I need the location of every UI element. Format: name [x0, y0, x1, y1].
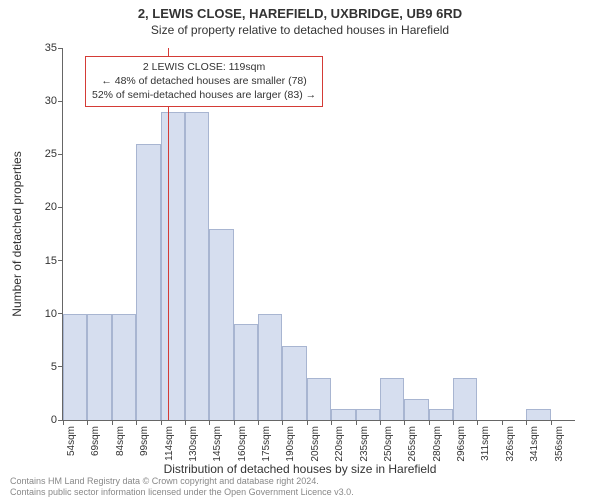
xtick-mark	[551, 420, 552, 425]
xtick-mark	[404, 420, 405, 425]
histogram-bar	[136, 144, 160, 420]
xtick-label: 190sqm	[285, 426, 296, 462]
xtick-label: 296sqm	[456, 426, 467, 462]
histogram-bar	[356, 409, 380, 420]
histogram-bar	[429, 409, 453, 420]
ytick-mark	[58, 260, 63, 261]
xtick-label: 205sqm	[310, 426, 321, 462]
annotation-line: ← 48% of detached houses are smaller (78…	[92, 74, 316, 88]
xtick-mark	[161, 420, 162, 425]
xtick-label: 175sqm	[261, 426, 272, 462]
xtick-mark	[429, 420, 430, 425]
xtick-label: 341sqm	[529, 426, 540, 462]
xtick-label: 69sqm	[90, 426, 101, 456]
histogram-bar	[404, 399, 428, 420]
xtick-mark	[63, 420, 64, 425]
xtick-mark	[282, 420, 283, 425]
y-axis-label: Number of detached properties	[10, 69, 24, 234]
xtick-mark	[526, 420, 527, 425]
chart-container: 2, LEWIS CLOSE, HAREFIELD, UXBRIDGE, UB9…	[0, 0, 600, 500]
xtick-label: 130sqm	[188, 426, 199, 462]
xtick-mark	[502, 420, 503, 425]
histogram-bar	[526, 409, 550, 420]
xtick-mark	[112, 420, 113, 425]
xtick-label: 235sqm	[359, 426, 370, 462]
histogram-bar	[63, 314, 87, 420]
xtick-mark	[209, 420, 210, 425]
xtick-label: 250sqm	[383, 426, 394, 462]
chart-subtitle: Size of property relative to detached ho…	[0, 23, 600, 39]
chart-title: 2, LEWIS CLOSE, HAREFIELD, UXBRIDGE, UB9…	[0, 0, 600, 23]
histogram-bar	[258, 314, 282, 420]
ytick-label: 15	[45, 255, 57, 267]
ytick-label: 35	[45, 42, 57, 54]
xtick-label: 265sqm	[407, 426, 418, 462]
footer-attribution: Contains HM Land Registry data © Crown c…	[10, 476, 354, 498]
ytick-label: 10	[45, 308, 57, 320]
histogram-bar	[209, 229, 233, 420]
xtick-mark	[185, 420, 186, 425]
histogram-bar	[161, 112, 185, 420]
annotation-box: 2 LEWIS CLOSE: 119sqm← 48% of detached h…	[85, 56, 323, 107]
xtick-mark	[87, 420, 88, 425]
histogram-bar	[234, 324, 258, 420]
histogram-bar	[380, 378, 404, 421]
histogram-bar	[307, 378, 331, 421]
xtick-mark	[234, 420, 235, 425]
ytick-label: 5	[51, 361, 57, 373]
ytick-mark	[58, 48, 63, 49]
xtick-label: 280sqm	[432, 426, 443, 462]
histogram-bar	[282, 346, 306, 420]
annotation-line: 52% of semi-detached houses are larger (…	[92, 88, 316, 102]
histogram-bar	[112, 314, 136, 420]
xtick-mark	[380, 420, 381, 425]
xtick-mark	[453, 420, 454, 425]
histogram-bar	[331, 409, 355, 420]
xtick-mark	[136, 420, 137, 425]
plot-area: 0510152025303554sqm69sqm84sqm99sqm114sqm…	[62, 48, 575, 421]
xtick-label: 160sqm	[237, 426, 248, 462]
xtick-label: 114sqm	[164, 426, 175, 461]
xtick-label: 356sqm	[554, 426, 565, 462]
xtick-mark	[477, 420, 478, 425]
xtick-label: 54sqm	[66, 426, 77, 456]
xtick-label: 326sqm	[505, 426, 516, 462]
ytick-label: 20	[45, 201, 57, 213]
ytick-mark	[58, 101, 63, 102]
xtick-label: 311sqm	[480, 426, 491, 461]
ytick-label: 25	[45, 148, 57, 160]
footer-line-1: Contains HM Land Registry data © Crown c…	[10, 476, 354, 487]
xtick-mark	[258, 420, 259, 425]
histogram-bar	[185, 112, 209, 420]
xtick-label: 84sqm	[115, 426, 126, 456]
histogram-bar	[87, 314, 111, 420]
x-axis-label: Distribution of detached houses by size …	[0, 462, 600, 476]
histogram-bar	[453, 378, 477, 421]
footer-line-2: Contains public sector information licen…	[10, 487, 354, 498]
annotation-line: 2 LEWIS CLOSE: 119sqm	[92, 60, 316, 74]
ytick-mark	[58, 154, 63, 155]
xtick-mark	[356, 420, 357, 425]
xtick-label: 145sqm	[212, 426, 223, 462]
xtick-label: 99sqm	[139, 426, 150, 456]
ytick-label: 30	[45, 95, 57, 107]
ytick-label: 0	[51, 414, 57, 426]
xtick-mark	[307, 420, 308, 425]
ytick-mark	[58, 207, 63, 208]
xtick-mark	[331, 420, 332, 425]
xtick-label: 220sqm	[334, 426, 345, 462]
